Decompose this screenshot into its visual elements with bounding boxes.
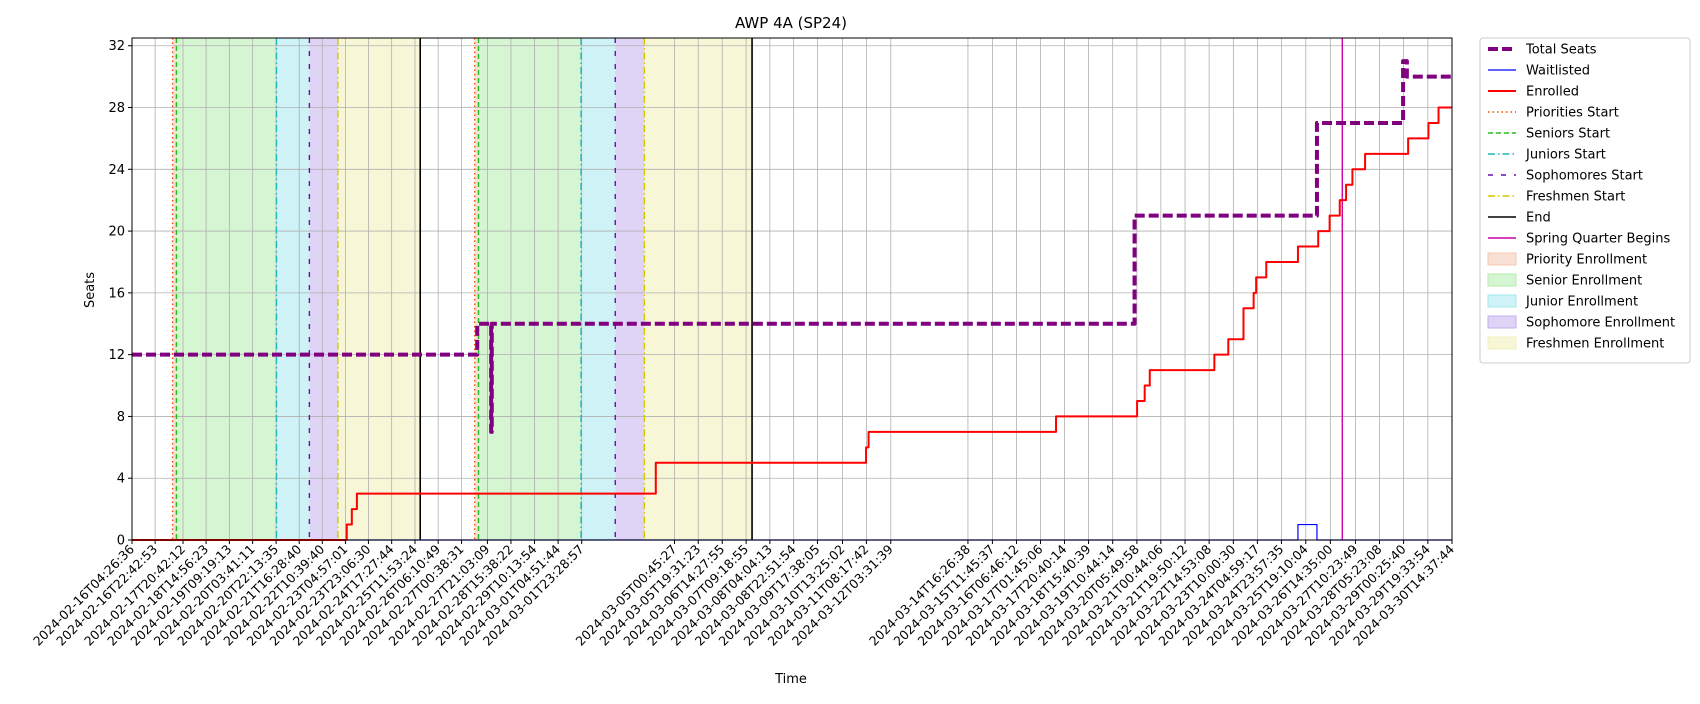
enrollment-region bbox=[615, 38, 645, 540]
legend-swatch bbox=[1487, 315, 1517, 329]
legend-label: End bbox=[1526, 211, 1551, 226]
y-tick-label: 12 bbox=[108, 348, 125, 363]
y-tick-label: 28 bbox=[108, 101, 125, 116]
axes-frame bbox=[131, 37, 1453, 541]
legend-label: Sophomores Start bbox=[1526, 169, 1643, 184]
chart-title: AWP 4A (SP24) bbox=[735, 14, 847, 32]
enrollment-region bbox=[478, 38, 582, 540]
legend-label: Senior Enrollment bbox=[1526, 274, 1642, 289]
legend-label: Spring Quarter Begins bbox=[1526, 232, 1670, 247]
legend-label: Freshmen Start bbox=[1526, 190, 1625, 205]
y-tick-label: 0 bbox=[117, 534, 125, 549]
legend-label: Seniors Start bbox=[1526, 127, 1610, 142]
enrollment-region bbox=[276, 38, 310, 540]
legend-label: Priority Enrollment bbox=[1526, 253, 1647, 268]
enrollment-region bbox=[309, 38, 338, 540]
legend-swatch bbox=[1487, 336, 1517, 350]
legend-label: Total Seats bbox=[1525, 43, 1597, 58]
enrollment-region bbox=[176, 38, 277, 540]
y-tick-label: 20 bbox=[108, 225, 125, 240]
y-tick-label: 4 bbox=[117, 472, 125, 487]
enrollment-region bbox=[337, 38, 421, 540]
enrollment-region bbox=[474, 38, 479, 540]
legend-label: Waitlisted bbox=[1526, 64, 1590, 79]
y-tick-label: 16 bbox=[108, 286, 125, 301]
y-tick-label: 8 bbox=[117, 410, 125, 425]
y-axis-label: Seats bbox=[83, 272, 98, 308]
legend-label: Juniors Start bbox=[1525, 148, 1606, 163]
legend-label: Enrolled bbox=[1526, 85, 1579, 100]
y-tick-label: 24 bbox=[108, 163, 125, 178]
legend-swatch bbox=[1487, 252, 1517, 266]
series-enrolled-line bbox=[132, 106, 1452, 541]
legend-label: Priorities Start bbox=[1526, 106, 1619, 121]
y-tick-label: 32 bbox=[108, 39, 125, 54]
legend-label: Freshmen Enrollment bbox=[1526, 337, 1664, 352]
legend-box bbox=[1479, 37, 1691, 364]
legend-label: Sophomore Enrollment bbox=[1526, 316, 1675, 331]
enrollment-region bbox=[581, 38, 616, 540]
series-total-seats-line bbox=[132, 59, 1452, 434]
x-axis-label: Time bbox=[774, 672, 807, 687]
legend-label: Junior Enrollment bbox=[1525, 295, 1638, 310]
legend-swatch bbox=[1487, 294, 1517, 308]
legend: Total Seats Waitlisted Enrolled Priorities … bbox=[1479, 37, 1691, 364]
legend-swatch bbox=[1487, 273, 1517, 287]
enrollment-region bbox=[172, 38, 177, 540]
